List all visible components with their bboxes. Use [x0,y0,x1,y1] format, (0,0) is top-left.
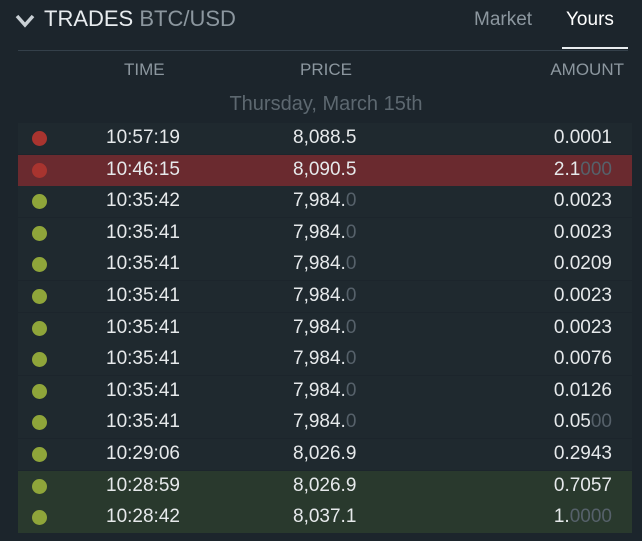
trade-row: 10:28:42 8,037.1 1.0000 [18,502,632,534]
trade-row: 10:57:19 8,088.5 0.0001 [18,123,632,154]
trade-time: 10:35:41 [106,221,180,243]
header: TRADES BTC/USD Market Yours [0,0,642,50]
trade-time: 10:35:41 [106,285,180,306]
trade-row: 10:35:42 7,984.0 0.0023 [18,186,632,218]
side-dot [32,510,47,526]
trade-price: 8,026.9 [293,474,357,496]
trailing-zeros: 0 [345,253,357,275]
trade-row: 10:35:41 7,984.0 0.0126 [18,375,632,407]
trade-price: 7,984.0 [293,221,357,243]
title-text: TRADES [44,6,134,31]
side-dot [32,478,47,494]
trade-row: 10:35:41 7,984.0 0.0023 [18,312,632,344]
trailing-zeros: 000 [580,158,612,180]
side-dot [32,415,47,431]
side-dot [32,320,47,336]
trade-price: 8,088.5 [293,127,357,148]
trailing-zeros: 0 [345,285,357,306]
trade-price: 8,026.9 [293,443,357,464]
pair: BTC/USD [139,6,236,31]
trade-row: 10:35:41 7,984.0 0.0076 [18,344,632,376]
side-dot [32,162,47,178]
trade-time: 10:29:06 [106,443,180,464]
side-dot [32,225,47,241]
trade-time: 10:28:42 [106,506,180,528]
column-header: PRICE [300,60,352,79]
trade-time: 10:35:41 [106,379,180,401]
column-header: TIME [124,60,165,79]
trade-row: 10:46:15 8,090.5 2.1000 [18,154,632,186]
side-dot [32,352,47,368]
trade-time: 10:35:42 [106,190,180,212]
trade-amount: 0.0023 [553,221,612,243]
trade-amount: 2.1000 [553,158,612,180]
title: TRADES BTC/USD [44,6,236,32]
side-dot [32,194,47,210]
trailing-zeros: 0 [345,379,357,401]
trailing-zeros: 0 [345,411,357,433]
trailing-zeros: 00 [590,411,612,433]
trailing-zeros: 0 [345,316,357,338]
trade-amount: 0.0076 [553,348,612,370]
trade-time: 10:35:41 [106,411,180,433]
trade-price: 8,090.5 [293,158,357,180]
trade-time: 10:46:15 [106,158,180,180]
trade-row: 10:29:06 8,026.9 0.2943 [18,439,632,470]
trade-row: 10:28:59 8,026.9 0.7057 [18,470,632,502]
trade-price: 7,984.0 [293,379,357,401]
trade-price: 7,984.0 [293,190,357,212]
side-dot [32,131,47,146]
trailing-zeros: 0 [345,190,357,212]
trade-row: 10:35:41 7,984.0 0.0023 [18,217,632,249]
active-tab-underline [562,47,628,49]
trade-time: 10:57:19 [106,127,180,148]
date-separator: Thursday, March 15th [229,93,423,115]
trade-amount: 0.0023 [553,316,612,338]
side-dot [32,383,47,399]
tab[interactable]: Yours [566,9,614,30]
trade-price: 7,984.0 [293,348,357,370]
trailing-zeros: 0 [345,348,357,370]
trade-row: 10:35:41 7,984.0 0.0023 [18,281,632,312]
side-dot [32,447,47,462]
trade-time: 10:35:41 [106,316,180,338]
trade-row: 10:35:41 7,984.0 0.0209 [18,249,632,281]
column-header: AMOUNT [550,60,624,79]
trade-amount: 0.0126 [553,379,612,401]
divider [18,50,628,51]
trailing-zeros: 0000 [569,506,612,528]
trade-amount: 0.0500 [553,411,612,433]
trade-amount: 0.2943 [553,443,612,464]
trailing-zeros: 0 [345,221,357,243]
trade-price: 7,984.0 [293,285,357,306]
trade-amount: 1.0000 [553,506,612,528]
side-dot [32,257,47,273]
trade-price: 7,984.0 [293,253,357,275]
collapse-chevron[interactable] [14,10,36,32]
trade-amount: 0.0001 [553,127,612,148]
trade-amount: 0.0023 [553,190,612,212]
tab[interactable]: Market [474,9,533,30]
trade-price: 7,984.0 [293,411,357,433]
trade-time: 10:28:59 [106,474,180,496]
trade-amount: 0.0209 [553,253,612,275]
trade-price: 8,037.1 [293,506,357,528]
trade-amount: 0.7057 [553,474,612,496]
trade-time: 10:35:41 [106,348,180,370]
trade-price: 7,984.0 [293,316,357,338]
side-dot [32,289,47,304]
trade-row: 10:35:41 7,984.0 0.0500 [18,407,632,439]
trade-amount: 0.0023 [553,285,612,306]
trade-time: 10:35:41 [106,253,180,275]
